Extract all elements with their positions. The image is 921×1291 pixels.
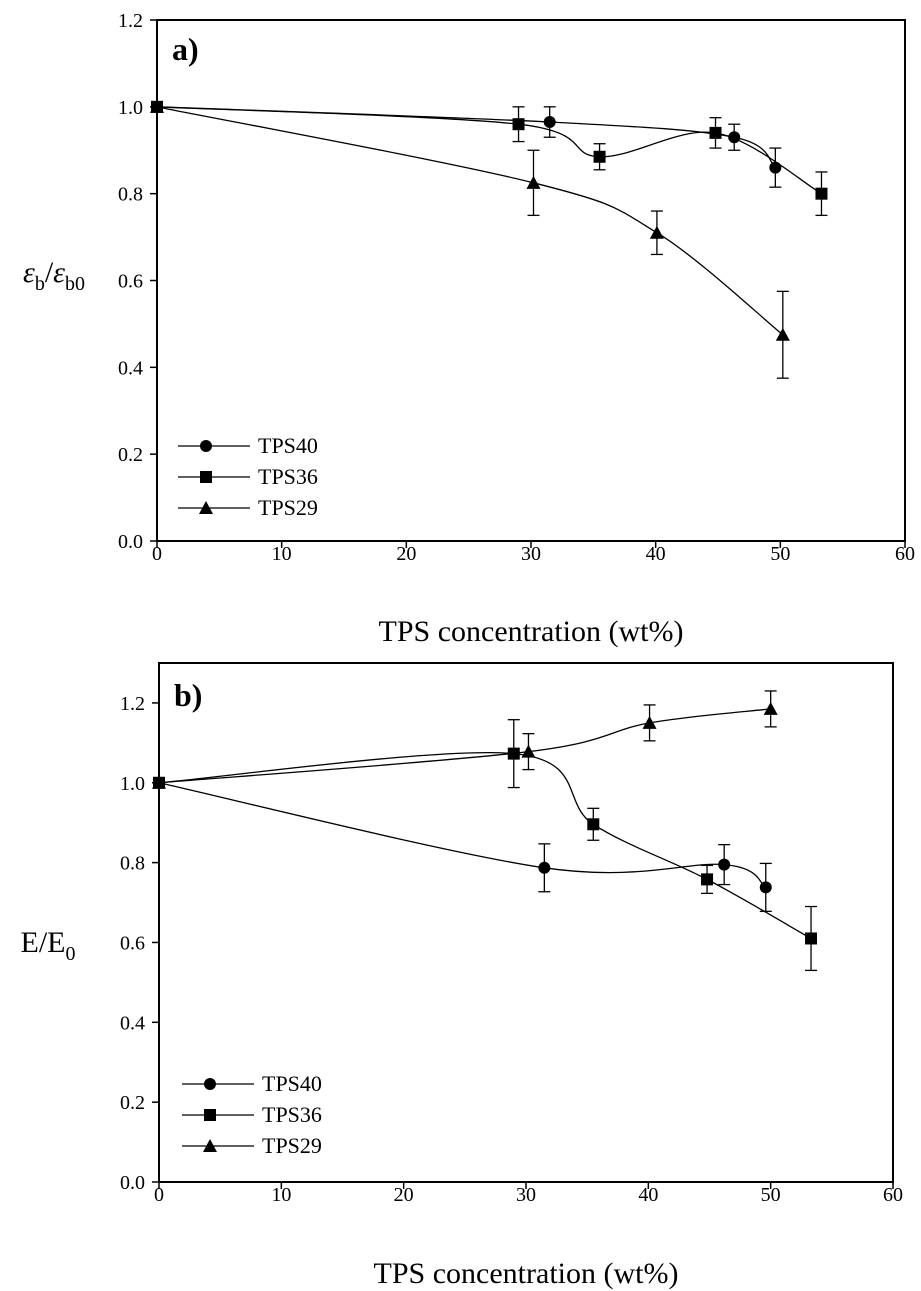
y-tick-label: 1.2 <box>118 10 143 32</box>
x-tick-label: 10 <box>271 1184 291 1206</box>
data-point <box>521 744 536 758</box>
legend-marker <box>203 1139 217 1152</box>
x-tick-label: 30 <box>521 543 541 565</box>
plot-frame <box>156 19 906 542</box>
data-point <box>815 187 828 200</box>
series-tps40 <box>153 776 772 912</box>
legend-marker <box>200 440 212 452</box>
data-point <box>543 116 556 129</box>
panel-label: b) <box>174 677 202 713</box>
data-point <box>587 818 600 831</box>
data-point <box>593 150 606 163</box>
legend-item: TPS29 <box>178 495 318 520</box>
legend-item: TPS36 <box>178 464 318 489</box>
x-tick-label: 10 <box>272 543 292 565</box>
y-tick-label: 0.2 <box>120 1092 145 1114</box>
data-point <box>763 701 778 715</box>
legend-marker <box>200 471 212 483</box>
x-tick-label: 0 <box>152 543 162 565</box>
legend-label: TPS40 <box>258 433 318 458</box>
x-tick-label: 40 <box>638 1184 658 1206</box>
series-line <box>156 106 776 169</box>
x-tick-label: 60 <box>895 543 915 565</box>
series-line <box>158 708 771 784</box>
panel-b: 0 10 20 30 40 50 60 0.0 0.2 0.4 0.6 0.8 1.0 1.2 TPS co… <box>21 662 903 1290</box>
x-tick-label: 20 <box>394 1184 414 1206</box>
data-point <box>649 225 664 239</box>
data-point <box>718 858 731 871</box>
y-tick-label: 0.0 <box>118 531 143 553</box>
series-tps36 <box>153 719 818 972</box>
data-point <box>805 932 818 945</box>
legend-item: TPS40 <box>178 433 318 458</box>
legend: TPS40 TPS36 TPS29 <box>178 433 318 520</box>
series-line <box>156 106 822 195</box>
y-tick-label: 1.0 <box>118 97 143 119</box>
panel-label: a) <box>172 31 199 67</box>
series-tps29 <box>150 99 790 379</box>
x-tick-label: 50 <box>761 1184 781 1206</box>
y-tick-label: 1.2 <box>120 693 145 715</box>
y-tick-label: 1.0 <box>120 773 145 795</box>
series-tps40 <box>151 100 782 188</box>
x-tick-label: 0 <box>154 1184 164 1206</box>
y-tick-label: 0.6 <box>120 932 145 954</box>
y-tick-label: 0.8 <box>120 853 145 875</box>
y-axis-title: E/E0 <box>21 926 76 965</box>
data-point <box>538 861 551 874</box>
x-tick-label: 50 <box>770 543 790 565</box>
y-tick-label: 0.2 <box>118 444 143 466</box>
y-tick-label: 0.8 <box>118 184 143 206</box>
legend-label: TPS36 <box>262 1102 322 1127</box>
x-axis-title: TPS concentration (wt%) <box>374 1257 679 1290</box>
y-axis-title: εb/εb0 <box>23 256 85 295</box>
x-tick-label: 30 <box>516 1184 536 1206</box>
data-point <box>701 873 714 886</box>
data-point <box>769 161 782 174</box>
legend-label: TPS40 <box>262 1071 322 1096</box>
panel-a: 0 10 20 30 40 50 60 0.0 0.2 0.4 0.6 0.8 1.0 1.2 TPS co… <box>23 10 915 648</box>
series-tps36 <box>151 100 828 217</box>
data-point <box>759 881 772 894</box>
series-line <box>158 751 812 940</box>
data-point <box>709 126 722 139</box>
series-line <box>158 782 767 888</box>
legend-marker <box>204 1109 216 1121</box>
y-tick-label: 0.0 <box>120 1172 145 1194</box>
x-tick-label: 40 <box>646 543 666 565</box>
x-tick-label: 20 <box>396 543 416 565</box>
data-point <box>150 99 164 113</box>
legend-item: TPS29 <box>182 1133 322 1158</box>
legend-item: TPS40 <box>182 1071 322 1096</box>
data-point <box>512 118 525 131</box>
legend-label: TPS29 <box>258 495 318 520</box>
series-tps29 <box>152 690 778 789</box>
legend: TPS40 TPS36 TPS29 <box>182 1071 322 1158</box>
y-tick-label: 0.4 <box>118 357 143 379</box>
legend-label: TPS29 <box>262 1133 322 1158</box>
data-point <box>152 775 166 789</box>
data-point <box>526 175 541 189</box>
legend-marker <box>204 1078 216 1090</box>
data-point <box>642 715 657 729</box>
x-tick-label: 60 <box>883 1184 903 1206</box>
series-line <box>156 106 784 336</box>
y-tick-label: 0.4 <box>120 1012 145 1034</box>
legend-marker <box>199 501 213 514</box>
legend-item: TPS36 <box>182 1102 322 1127</box>
legend-label: TPS36 <box>258 464 318 489</box>
data-point <box>775 327 790 341</box>
x-axis-title: TPS concentration (wt%) <box>379 615 684 648</box>
y-tick-label: 0.6 <box>118 271 143 293</box>
